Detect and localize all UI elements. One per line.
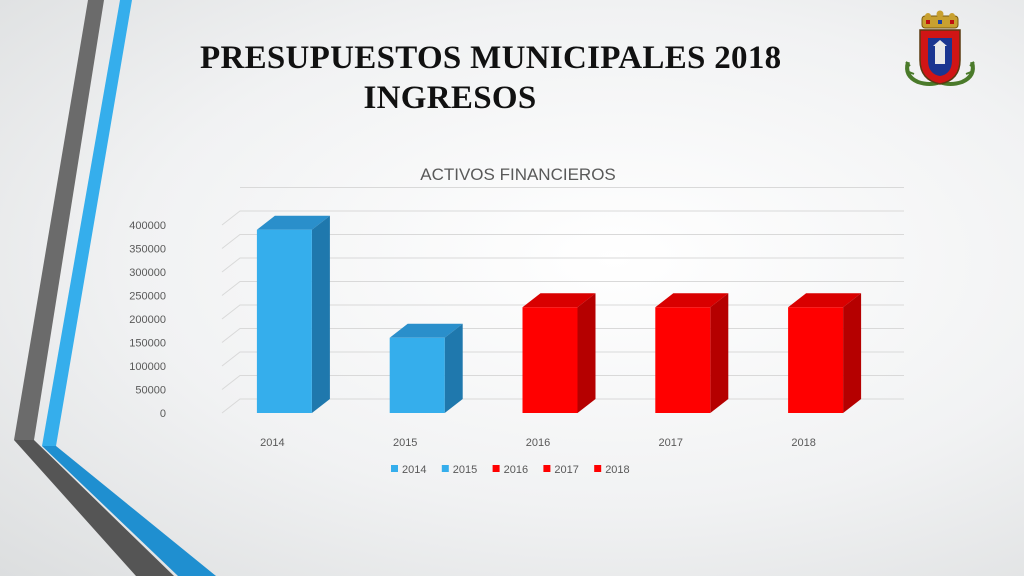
legend-swatch — [492, 465, 500, 472]
y-tick-label: 50000 — [135, 385, 166, 397]
y-tick-label: 300000 — [129, 267, 166, 279]
blue-stripe-diagonal — [42, 446, 216, 576]
x-axis-ticks: 2014 2015 2016 2017 2018 — [260, 437, 816, 449]
x-tick-label: 2016 — [526, 437, 550, 449]
y-tick-label: 100000 — [129, 361, 166, 373]
slide-title-line1: PRESUPUESTOS MUNICIPALES 2018 — [200, 40, 782, 76]
municipal-coat-of-arms-icon — [905, 10, 975, 86]
legend-label: 2015 — [453, 464, 477, 476]
x-tick-label: 2018 — [791, 437, 815, 449]
gridline — [221, 281, 904, 296]
bar-top — [788, 293, 862, 308]
legend-swatch — [543, 465, 551, 472]
gridline — [221, 257, 904, 273]
bar-front — [788, 307, 844, 413]
bar-front — [389, 337, 445, 413]
bar-top — [522, 293, 596, 308]
bar-side — [311, 215, 330, 413]
legend-swatch — [594, 465, 602, 472]
legend-swatch — [441, 465, 449, 472]
y-tick-label: 150000 — [129, 338, 166, 350]
bar-front — [522, 307, 578, 413]
legend-swatch — [391, 465, 398, 472]
legend-item-2018: 2018 — [594, 464, 630, 476]
y-axis-ticks: 0 50000 100000 150000 200000 250000 300000 3500… — [129, 220, 166, 420]
bar-2016 — [522, 293, 596, 413]
y-tick-label: 350000 — [129, 244, 166, 256]
legend-label: 2017 — [554, 464, 578, 476]
bar-side — [444, 323, 463, 413]
legend-label: 2018 — [605, 464, 629, 476]
x-tick-label: 2015 — [393, 437, 417, 449]
bar-top — [256, 215, 330, 230]
y-tick-label: 0 — [160, 408, 166, 420]
blue-stripe-vertical — [42, 0, 132, 446]
bar-2018 — [788, 293, 862, 413]
bar-top — [655, 293, 729, 308]
chart-legend: 2014 2015 2016 2017 2018 — [391, 464, 630, 476]
x-tick-label: 2017 — [659, 437, 683, 449]
slide-title-line2: INGRESOS — [363, 80, 537, 116]
gridline — [221, 234, 904, 249]
chart-bars — [256, 215, 862, 413]
slide-title: PRESUPUESTOS MUNICIPALES 2018 INGRESOS — [200, 38, 782, 118]
bar-front — [655, 307, 711, 413]
y-tick-label: 200000 — [129, 314, 166, 326]
y-tick-label: 400000 — [129, 220, 166, 232]
gridline — [221, 210, 904, 226]
gray-stripe-diagonal — [14, 440, 174, 576]
x-tick-label: 2014 — [260, 437, 284, 449]
legend-label: 2016 — [504, 464, 528, 476]
chart-title: ACTIVOS FINANCIEROS — [420, 165, 616, 184]
legend-item-2014: 2014 — [391, 464, 426, 476]
bar-side — [577, 293, 596, 413]
bar-side — [843, 293, 862, 413]
gray-stripe-vertical — [14, 0, 104, 440]
legend-label: 2014 — [402, 464, 426, 476]
legend-item-2016: 2016 — [492, 464, 528, 476]
y-tick-label: 250000 — [129, 291, 166, 303]
bar-2014 — [256, 215, 330, 413]
legend-item-2015: 2015 — [441, 464, 477, 476]
bar-side — [710, 293, 729, 413]
bar-top — [389, 323, 463, 338]
legend-item-2017: 2017 — [543, 464, 579, 476]
bar-2015 — [389, 323, 463, 413]
bar-2017 — [655, 293, 729, 413]
bar-front — [256, 229, 312, 413]
